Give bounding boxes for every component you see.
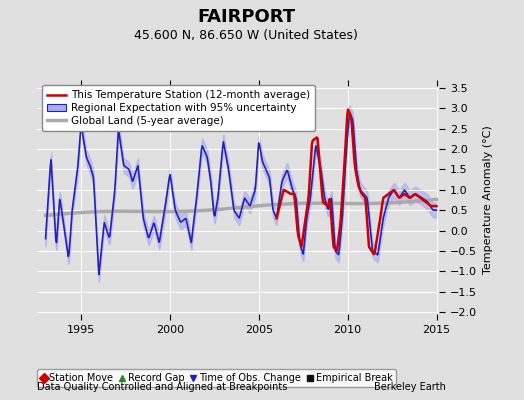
- Legend: Station Move, Record Gap, Time of Obs. Change, Empirical Break: Station Move, Record Gap, Time of Obs. C…: [37, 369, 396, 387]
- Text: 45.600 N, 86.650 W (United States): 45.600 N, 86.650 W (United States): [134, 29, 358, 42]
- Text: Berkeley Earth: Berkeley Earth: [374, 382, 445, 392]
- Text: Data Quality Controlled and Aligned at Breakpoints: Data Quality Controlled and Aligned at B…: [37, 382, 287, 392]
- Text: FAIRPORT: FAIRPORT: [197, 8, 296, 26]
- Y-axis label: Temperature Anomaly (°C): Temperature Anomaly (°C): [483, 126, 493, 274]
